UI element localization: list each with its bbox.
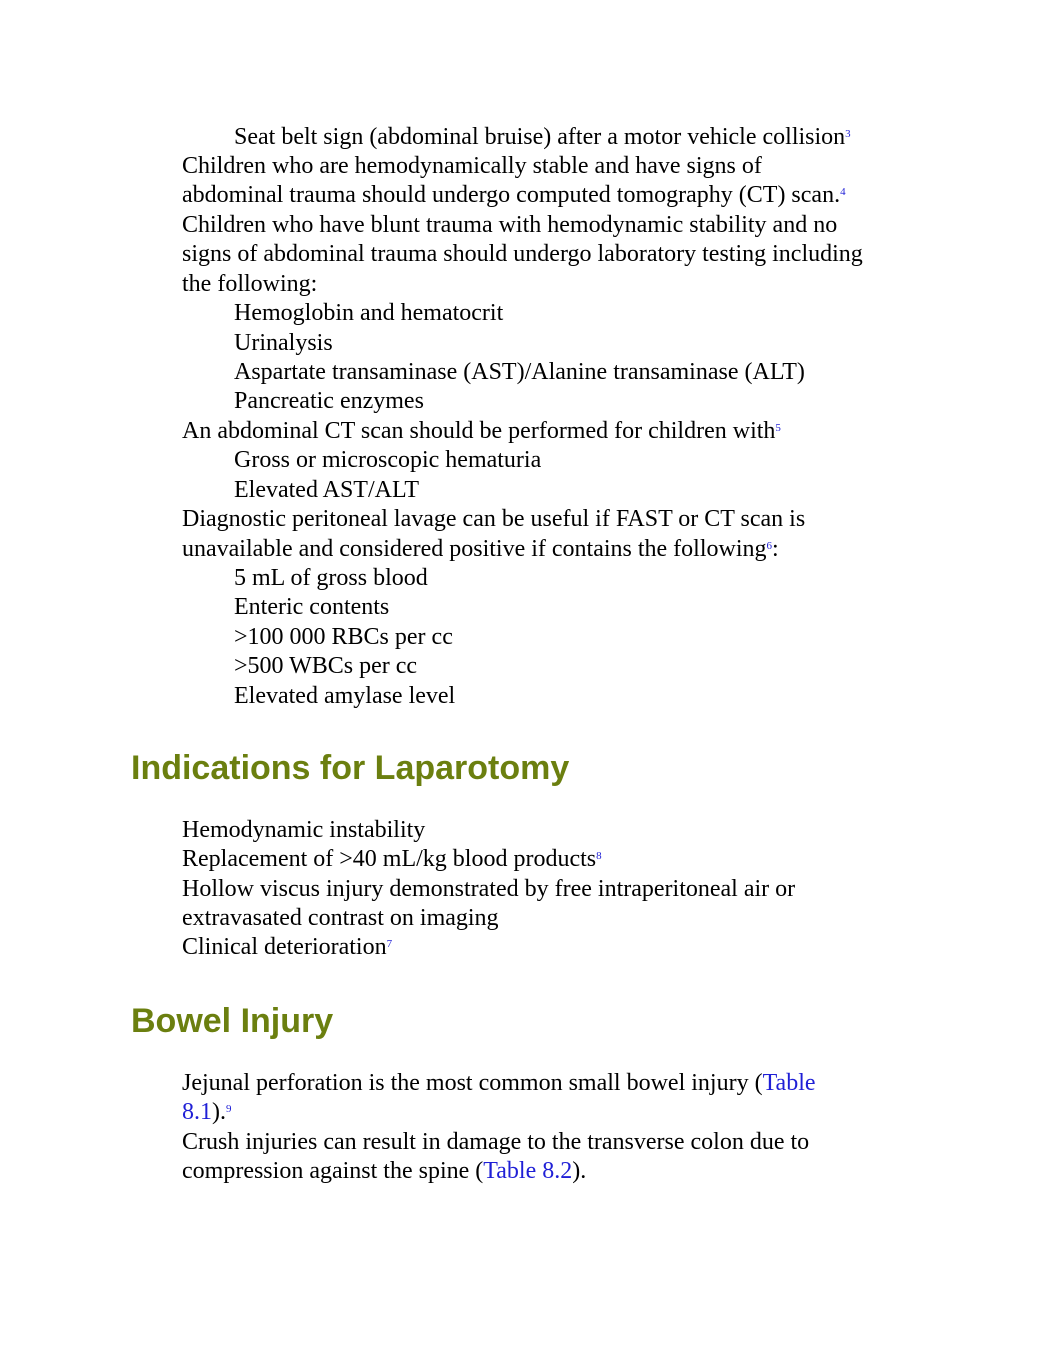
stable-signs-line-2: abdominal trauma should undergo computed… <box>182 181 846 210</box>
jejunal-text: Jejunal perforation is the most common s… <box>182 1070 763 1096</box>
laparotomy-item-replacement: Replacement of >40 mL/kg blood products8 <box>182 845 602 874</box>
ct-indication-line: An abdominal CT scan should be performed… <box>182 417 781 446</box>
laparotomy-item-text: Hemodynamic instability <box>182 817 426 843</box>
dpl-item-text: Enteric contents <box>234 594 390 620</box>
jejunal-line-1: Jejunal perforation is the most common s… <box>182 1069 816 1098</box>
dpl-colon: : <box>772 536 779 562</box>
laparotomy-heading: Indications for Laparotomy <box>131 749 570 787</box>
blunt-trauma-line-3: the following: <box>182 270 317 299</box>
laparotomy-item-deterioration: Clinical deterioration7 <box>182 933 392 962</box>
stable-signs-text-1: Children who are hemodynamically stable … <box>182 153 762 179</box>
ct-item-text: Gross or microscopic hematuria <box>234 447 542 473</box>
dpl-item-rbcs: >100 000 RBCs per cc <box>234 623 453 652</box>
table-8-1-link-part-2[interactable]: 8.1 <box>182 1099 212 1125</box>
seat-belt-sign-text: Seat belt sign (abdominal bruise) after … <box>234 124 846 150</box>
ct-item-elevated-ast-alt: Elevated AST/ALT <box>234 476 419 505</box>
lab-item-text: Aspartate transaminase (AST)/Alanine tra… <box>234 359 805 385</box>
laparotomy-item-hollow-viscus-2: extravasated contrast on imaging <box>182 904 499 933</box>
reference-5-link[interactable]: 5 <box>775 422 781 434</box>
dpl-item-text: Elevated amylase level <box>234 683 456 709</box>
reference-8-link[interactable]: 8 <box>596 850 602 862</box>
blunt-trauma-text-2: signs of abdominal trauma should undergo… <box>182 241 863 267</box>
reference-6-link[interactable]: 6 <box>766 540 773 552</box>
reference-4-link[interactable]: 4 <box>840 186 846 198</box>
dpl-line-1: Diagnostic peritoneal lavage can be usef… <box>182 505 805 534</box>
reference-9-link[interactable]: 9 <box>226 1103 232 1115</box>
dpl-item-text: 5 mL of gross blood <box>234 565 428 591</box>
dpl-line-2: unavailable and considered positive if c… <box>182 535 779 564</box>
lab-item-text: Hemoglobin and hematocrit <box>234 300 504 326</box>
lab-item-urinalysis: Urinalysis <box>234 329 333 358</box>
table-8-1-link-part-1[interactable]: Table <box>762 1070 816 1096</box>
bowel-injury-heading: Bowel Injury <box>131 1002 334 1040</box>
table-8-2-link[interactable]: Table 8.2 <box>483 1158 573 1184</box>
laparotomy-item-text: Replacement of >40 mL/kg blood products <box>182 846 597 872</box>
laparotomy-item-text: extravasated contrast on imaging <box>182 905 499 931</box>
crush-close: ). <box>572 1158 587 1184</box>
dpl-item-enteric: Enteric contents <box>234 593 389 622</box>
lab-item-text: Pancreatic enzymes <box>234 388 424 414</box>
dpl-text-1: Diagnostic peritoneal lavage can be usef… <box>182 506 806 532</box>
lab-item-text: Urinalysis <box>234 330 333 356</box>
dpl-item-wbcs: >500 WBCs per cc <box>234 652 417 681</box>
reference-3-link[interactable]: 3 <box>845 128 851 140</box>
dpl-item-text: >500 WBCs per cc <box>234 653 418 679</box>
lab-item-pancreatic: Pancreatic enzymes <box>234 387 424 416</box>
laparotomy-item-text: Hollow viscus injury demonstrated by fre… <box>182 876 796 902</box>
laparotomy-item-instability: Hemodynamic instability <box>182 816 425 845</box>
dpl-item-text: >100 000 RBCs per cc <box>234 624 453 650</box>
dpl-item-gross-blood: 5 mL of gross blood <box>234 564 428 593</box>
blunt-trauma-text-1: Children who have blunt trauma with hemo… <box>182 212 838 238</box>
blunt-trauma-text-3: the following: <box>182 271 318 297</box>
stable-signs-text-2: abdominal trauma should undergo computed… <box>182 182 841 208</box>
blunt-trauma-line-1: Children who have blunt trauma with hemo… <box>182 211 837 240</box>
lab-item-hemoglobin: Hemoglobin and hematocrit <box>234 299 503 328</box>
jejunal-line-2: 8.1).9 <box>182 1098 232 1127</box>
reference-7-link[interactable]: 7 <box>386 938 393 950</box>
ct-item-text: Elevated AST/ALT <box>234 477 420 503</box>
lab-item-ast-alt: Aspartate transaminase (AST)/Alanine tra… <box>234 358 805 387</box>
crush-line-1: Crush injuries can result in damage to t… <box>182 1128 809 1157</box>
crush-line-2: compression against the spine (Table 8.2… <box>182 1157 586 1186</box>
jejunal-close: ). <box>212 1099 226 1125</box>
crush-text-1: Crush injuries can result in damage to t… <box>182 1129 810 1155</box>
seat-belt-sign-line: Seat belt sign (abdominal bruise) after … <box>234 123 851 152</box>
ct-indication-text: An abdominal CT scan should be performed… <box>182 418 776 444</box>
laparotomy-item-text: Clinical deterioration <box>182 934 387 960</box>
dpl-text-2: unavailable and considered positive if c… <box>182 536 767 562</box>
crush-text-2: compression against the spine ( <box>182 1158 484 1184</box>
dpl-item-amylase: Elevated amylase level <box>234 682 455 711</box>
stable-signs-line-1: Children who are hemodynamically stable … <box>182 152 762 181</box>
blunt-trauma-line-2: signs of abdominal trauma should undergo… <box>182 240 863 269</box>
ct-item-hematuria: Gross or microscopic hematuria <box>234 446 541 475</box>
laparotomy-item-hollow-viscus-1: Hollow viscus injury demonstrated by fre… <box>182 875 795 904</box>
